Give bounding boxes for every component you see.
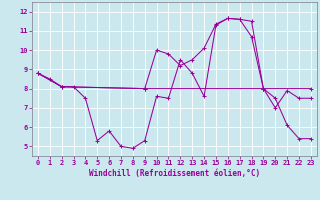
X-axis label: Windchill (Refroidissement éolien,°C): Windchill (Refroidissement éolien,°C) [89,169,260,178]
